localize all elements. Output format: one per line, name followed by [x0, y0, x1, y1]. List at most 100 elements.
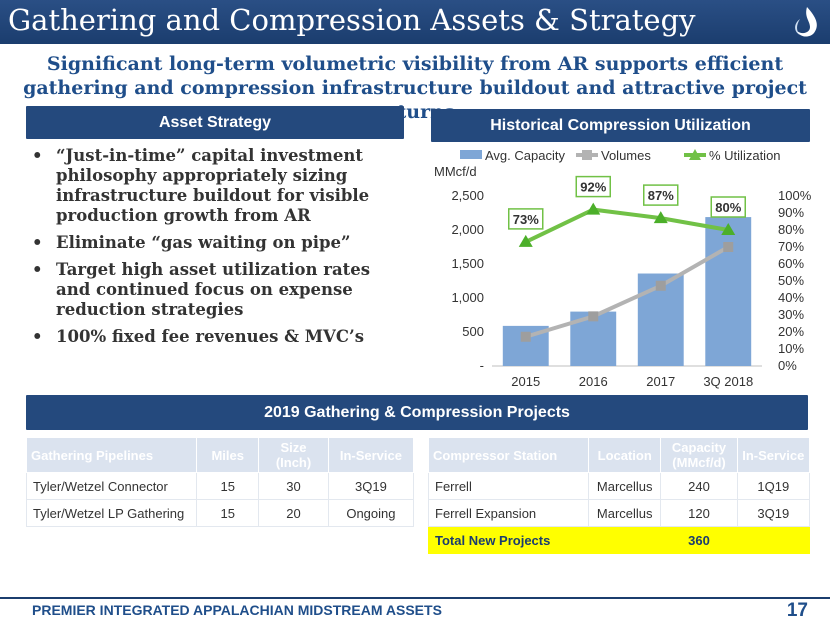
table-row: Ferrell Expansion Marcellus 120 3Q19	[427, 499, 811, 527]
y2-tick-label: 100%	[778, 188, 812, 203]
legend-marker	[582, 150, 592, 160]
table-cell: 15	[196, 499, 260, 527]
strategy-bullet: • Eliminate “gas waiting on pipe”	[32, 233, 351, 252]
flame-logo-icon	[795, 7, 817, 37]
y-tick-label: -	[480, 358, 484, 373]
y2-tick-label: 10%	[778, 341, 804, 356]
table-row: Ferrell Marcellus 240 1Q19	[427, 472, 811, 500]
utilization-data-label-box	[575, 175, 611, 198]
legend-label: % Utilization	[709, 148, 781, 163]
bullet-text: Target high asset utilization rates and …	[56, 260, 371, 319]
table-cell: Tyler/Wetzel Connector	[25, 472, 198, 500]
strategy-bullet: • “Just-in-time” capital investment philo…	[32, 146, 370, 225]
column-header: Size (Inch)	[258, 437, 329, 473]
bullet-text: 100% fixed fee revenues & MVC’s	[56, 327, 364, 346]
chart-header: Historical Compression Utilization	[431, 109, 810, 142]
table-cell: 3Q19	[327, 472, 415, 500]
x-tick-label: 2017	[646, 374, 675, 389]
table-row: Tyler/Wetzel Connector 15 30 3Q19	[25, 472, 415, 500]
y2-tick-label: 20%	[778, 324, 804, 339]
x-tick-label: 3Q 2018	[703, 374, 753, 389]
volumes-point	[520, 331, 531, 342]
strategy-bullet: • Target high asset utilization rates and…	[32, 260, 371, 319]
y-tick-label: 1,000	[451, 290, 484, 305]
y2-tick-label: 60%	[778, 256, 804, 271]
y2-tick-label: 70%	[778, 239, 804, 254]
table-cell	[588, 526, 662, 554]
table-cell: 360	[660, 526, 738, 554]
footer-divider	[0, 597, 830, 599]
y2-tick-label: 30%	[778, 307, 804, 322]
axis-unit-label: MMcf/d	[434, 164, 477, 179]
x-tick-label: 2016	[579, 374, 608, 389]
table-cell: Marcellus	[588, 499, 662, 527]
x-tick-label: 2015	[511, 374, 540, 389]
gathering-pipelines-table: Gathering Pipelines Miles Size (Inch) In…	[25, 437, 415, 527]
table-cell: 1Q19	[736, 472, 811, 500]
legend-label: Volumes	[601, 148, 651, 163]
utilization-data-label: 92%	[580, 180, 606, 195]
y-tick-label: 2,000	[451, 222, 484, 237]
utilization-data-label: 87%	[648, 188, 674, 203]
volumes-point	[723, 242, 734, 252]
utilization-point	[721, 223, 736, 235]
volumes-point	[588, 311, 599, 322]
table-cell: 30	[258, 472, 329, 500]
table-row: Tyler/Wetzel LP Gathering 15 20 Ongoing	[25, 499, 415, 527]
table-header-row: Gathering Pipelines Miles Size (Inch) In…	[25, 437, 415, 473]
utilization-point	[518, 234, 533, 247]
compressor-station-table: Compressor Station Location Capacity (MM…	[427, 437, 811, 554]
slide-title: Gathering and Compression Assets & Strat…	[8, 3, 696, 37]
legend-label: Avg. Capacity	[485, 148, 565, 163]
table-cell: 120	[660, 499, 738, 527]
utilization-data-label: 73%	[513, 212, 539, 227]
bullet-text: “Just-in-time” capital investment philos…	[56, 146, 370, 225]
y2-tick-label: 0%	[778, 358, 797, 373]
y-tick-label: 1,500	[451, 256, 484, 271]
utilization-line	[524, 207, 729, 244]
y2-tick-label: 50%	[778, 273, 804, 288]
page-number: 17	[786, 600, 808, 621]
column-header: Compressor Station	[427, 437, 590, 473]
strategy-bullet-list: • “Just-in-time” capital investment philo…	[26, 146, 371, 354]
table-header-row: Compressor Station Location Capacity (MM…	[427, 437, 811, 473]
table-cell: 3Q19	[736, 499, 811, 527]
utilization-point	[653, 211, 668, 224]
capacity-bar	[705, 217, 752, 366]
table-cell: Marcellus	[588, 472, 662, 500]
volumes-line	[525, 245, 730, 339]
bullet-text: Eliminate “gas waiting on pipe”	[56, 233, 351, 252]
y-tick-label: 2,500	[451, 188, 484, 203]
column-header: Capacity (MMcf/d)	[660, 437, 738, 473]
table-cell: 240	[660, 472, 738, 500]
column-header: Location	[588, 437, 662, 473]
utilization-data-label-box	[508, 208, 544, 230]
volumes-point	[655, 280, 666, 291]
legend-swatch	[460, 150, 482, 159]
footer-text: PREMIER INTEGRATED APPALACHIAN MIDSTREAM…	[32, 602, 442, 618]
utilization-point	[586, 202, 601, 215]
y-tick-label: 500	[462, 324, 484, 339]
y2-tick-label: 80%	[778, 222, 804, 237]
column-header: In-Service	[327, 437, 415, 473]
column-header: Gathering Pipelines	[25, 437, 198, 473]
table-cell: Tyler/Wetzel LP Gathering	[25, 499, 198, 527]
total-row: Total New Projects 360	[427, 526, 811, 554]
y2-tick-label: 40%	[778, 290, 804, 305]
strategy-bullet: • 100% fixed fee revenues & MVC’s	[32, 327, 364, 346]
table-cell: 15	[196, 472, 260, 500]
table-cell: 20	[258, 499, 329, 527]
table-cell	[736, 526, 811, 554]
column-header: Miles	[196, 437, 260, 473]
table-cell: Ferrell	[427, 472, 590, 500]
table-cell: Ferrell Expansion	[427, 499, 590, 527]
utilization-data-label: 80%	[715, 200, 741, 215]
utilization-data-label-box	[643, 184, 679, 206]
projects-header: 2019 Gathering & Compression Projects	[26, 395, 808, 430]
y2-tick-label: 90%	[778, 205, 804, 220]
asset-strategy-header: Asset Strategy	[26, 106, 404, 139]
table-cell: Total New Projects	[427, 526, 590, 554]
table-cell: Ongoing	[327, 499, 415, 527]
title-bar: Gathering and Compression Assets & Strat…	[0, 0, 830, 44]
column-header: In-Service	[736, 437, 811, 473]
